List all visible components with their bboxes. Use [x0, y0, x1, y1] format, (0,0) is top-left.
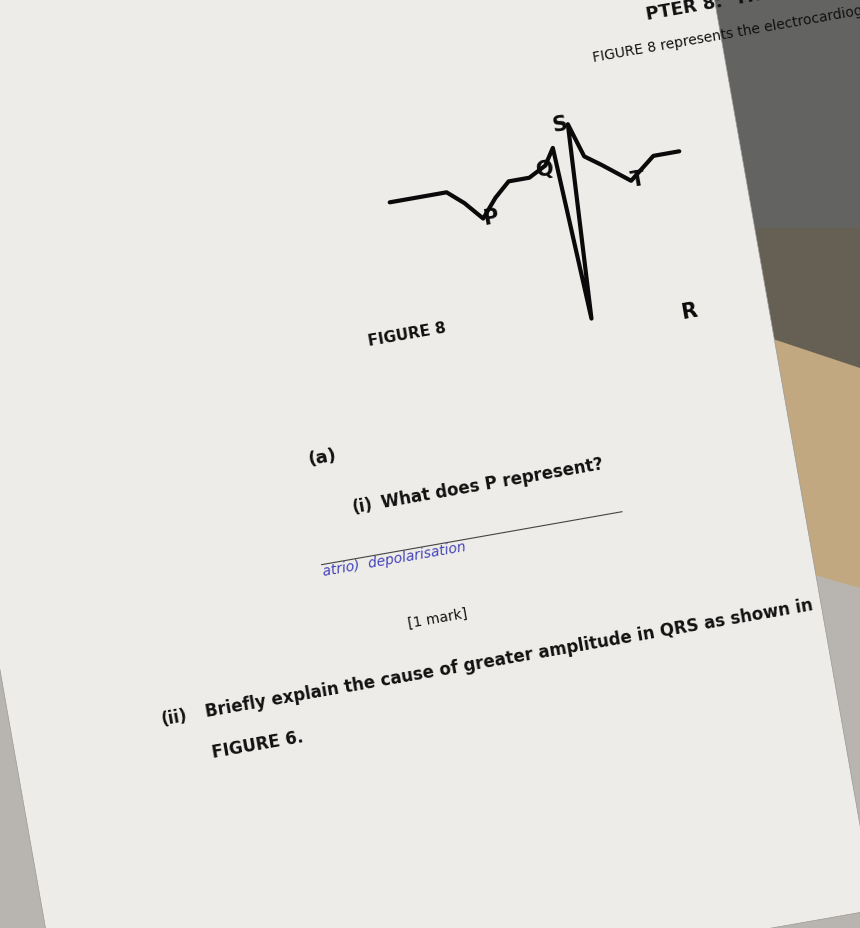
Text: (ii): (ii): [159, 705, 188, 728]
Text: P: P: [482, 206, 500, 228]
Polygon shape: [720, 229, 860, 588]
Text: S: S: [551, 114, 569, 136]
Text: Q: Q: [535, 158, 556, 181]
Text: R: R: [679, 300, 698, 323]
Text: FIGURE 8: FIGURE 8: [367, 320, 447, 349]
Text: FIGURE 8 represents the electrocardiogram (ECG).: FIGURE 8 represents the electrocardiogra…: [592, 0, 860, 65]
Text: What does P represent?: What does P represent?: [380, 455, 605, 511]
Text: PTER 8:  TRANSPORT SYSTEM: PTER 8: TRANSPORT SYSTEM: [644, 0, 860, 24]
Text: [1 mark]: [1 mark]: [407, 606, 469, 630]
Text: (i): (i): [351, 496, 374, 517]
Text: T: T: [630, 169, 647, 190]
Text: FIGURE 6.: FIGURE 6.: [211, 728, 305, 762]
Text: (a): (a): [306, 446, 338, 469]
Text: Briefly explain the cause of greater amplitude in QRS as shown in: Briefly explain the cause of greater amp…: [204, 596, 814, 720]
Text: atrio)  depolarisation: atrio) depolarisation: [322, 540, 467, 579]
Polygon shape: [700, 0, 860, 368]
